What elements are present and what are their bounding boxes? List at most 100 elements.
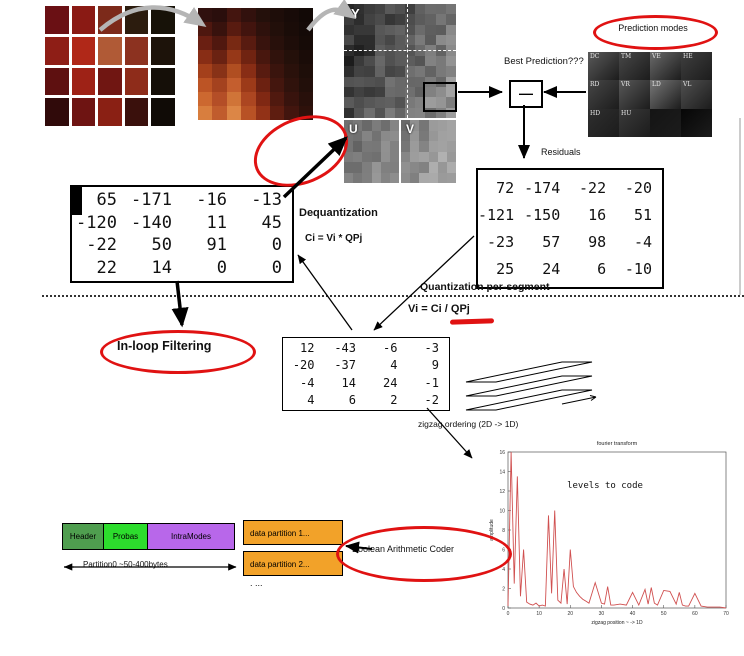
prediction-modes-ellipse (593, 15, 718, 50)
quantization-label: Quantization per-segment (420, 281, 550, 293)
x-tick-label: 30 (599, 611, 605, 617)
prediction-mode-label: LD (652, 81, 661, 89)
matrix-cell: 6 (348, 392, 356, 407)
y-tick-label: 10 (499, 509, 505, 515)
prediction-mode-vl: VL (681, 80, 712, 109)
matrix-corner-mark (72, 187, 82, 215)
y-plane-dashed-vertical (407, 4, 408, 118)
matrix-cell: 9 (431, 358, 439, 373)
x-tick-label: 10 (536, 611, 542, 617)
residuals-label: Residuals (541, 147, 581, 157)
matrix-cell: -174 (524, 179, 561, 197)
arrow-matrix-to-inloop (171, 280, 189, 328)
matrix-cell: -22 (86, 235, 117, 256)
data-partition-1: data partition 1... (243, 520, 343, 545)
prediction-mode-dc: DC (588, 52, 619, 81)
u-plane-label: U (349, 122, 358, 136)
chart-title: fourier transform (597, 441, 638, 447)
matrix-cell: 12 (300, 341, 315, 356)
dequantized-matrix: 65 -171 -16 -13 -120 -140 11 45 -22 50 91 0 22 14 0 0 (70, 185, 294, 283)
matrix-cell: 22 (96, 258, 117, 279)
prediction-mode-vr: VR (619, 80, 650, 109)
matrix-cell: 50 (151, 235, 172, 256)
matrix-cell: -6 (383, 341, 398, 356)
matrix-cell: -120 (76, 212, 117, 233)
bitstream-partition0: Header Probas IntraModes (62, 523, 235, 550)
prediction-mode-hd: HD (588, 108, 619, 137)
levels-series-line (507, 451, 727, 609)
matrix-cell: 98 (588, 233, 607, 251)
matrix-cell: -20 (292, 358, 315, 373)
y-plane-block-outline (423, 82, 457, 112)
bitstream-segment-probas: Probas (103, 523, 148, 550)
prediction-mode-blank (650, 108, 681, 137)
more-partitions-dots: . ... (250, 578, 263, 588)
v-plane-image (401, 120, 456, 183)
matrix-cell: 65 (96, 189, 117, 210)
partition0-size-label: Partition0 ~50-400bytes (80, 560, 171, 569)
matrix-cell: -2 (424, 392, 439, 407)
matrix-cell: -3 (424, 341, 439, 356)
y-tick-label: 12 (499, 489, 505, 495)
prediction-mode-tm: TM (619, 52, 650, 81)
prediction-mode-label: HD (590, 109, 601, 117)
prediction-mode-label: VE (652, 53, 661, 60)
prediction-mode-rd: RD (588, 80, 619, 109)
quantization-formula: Vi = Ci / QPj (408, 303, 470, 315)
x-tick-label: 0 (507, 611, 510, 617)
v-plane-label: V (406, 122, 415, 136)
y-tick-label: 0 (502, 606, 505, 612)
prediction-modes-label: Prediction modes (618, 23, 688, 33)
matrix-cell: 0 (271, 235, 282, 256)
matrix-cell: -150 (524, 206, 561, 224)
prediction-mode-label: TM (621, 53, 632, 60)
matrix-cell: -140 (131, 212, 172, 233)
bitstream-segment-intramodes: IntraModes (147, 523, 235, 550)
matrix-cell: 14 (151, 258, 172, 279)
dequantization-formula: Ci = Vi * QPj (305, 233, 363, 244)
x-tick-label: 60 (692, 611, 698, 617)
prediction-mode-label: VR (621, 81, 630, 89)
y-plane-dashed-horizontal (344, 50, 456, 51)
prediction-modes-grid: DC TM VE HE RD VR LD VL HD HU (588, 52, 712, 137)
x-tick-label: 20 (568, 611, 574, 617)
dequantization-label: Dequantization (299, 207, 378, 219)
chart-plot-box (507, 451, 727, 609)
subtract-box: — (509, 80, 543, 108)
matrix-cell: -43 (334, 341, 356, 356)
inloop-ellipse (100, 330, 256, 374)
zoomed-macroblock-image (198, 8, 313, 120)
best-prediction-label: Best Prediction??? (504, 56, 584, 67)
matrix-cell: -37 (334, 358, 356, 373)
chart-y-label: amplitude (489, 519, 495, 541)
matrix-cell: -121 (478, 206, 515, 224)
quantized-matrix: 12 -43 -6 -3 -20 -37 4 9 -4 14 24 -1 4 6 2 -2 (282, 337, 450, 411)
matrix-cell: -22 (579, 179, 607, 197)
inloop-label: In-loop Filtering (117, 339, 212, 353)
qpj-red-underline (449, 318, 495, 325)
y-tick-label: 14 (499, 470, 505, 476)
matrix-cell: -4 (633, 233, 652, 251)
prediction-mode-label: DC (590, 53, 600, 60)
matrix-cell: 16 (588, 206, 607, 224)
matrix-cell: 6 (597, 260, 607, 278)
matrix-cell: 14 (341, 375, 356, 390)
zigzag-figure (465, 361, 597, 411)
matrix-cell: 4 (307, 392, 315, 407)
y-plane-label: Y (351, 6, 360, 21)
bac-label: Boolean Arithmetic Coder (352, 544, 455, 554)
zigzag-label: zigzag ordering (2D -> 1D) (418, 419, 519, 429)
dotted-separator (42, 295, 744, 297)
y-tick-label: 4 (502, 567, 505, 573)
prediction-mode-he: HE (681, 52, 712, 81)
source-image-macroblock-grid (45, 6, 175, 126)
y-tick-label: 2 (502, 587, 505, 593)
matrix-cell: -4 (300, 375, 315, 390)
chart-inner-label: levels to code (567, 481, 643, 491)
y-tick-label: 8 (502, 528, 505, 534)
bitstream-segment-header: Header (62, 523, 104, 550)
prediction-mode-hu: HU (619, 108, 650, 137)
matrix-cell: -10 (624, 260, 652, 278)
matrix-cell: -20 (624, 179, 652, 197)
